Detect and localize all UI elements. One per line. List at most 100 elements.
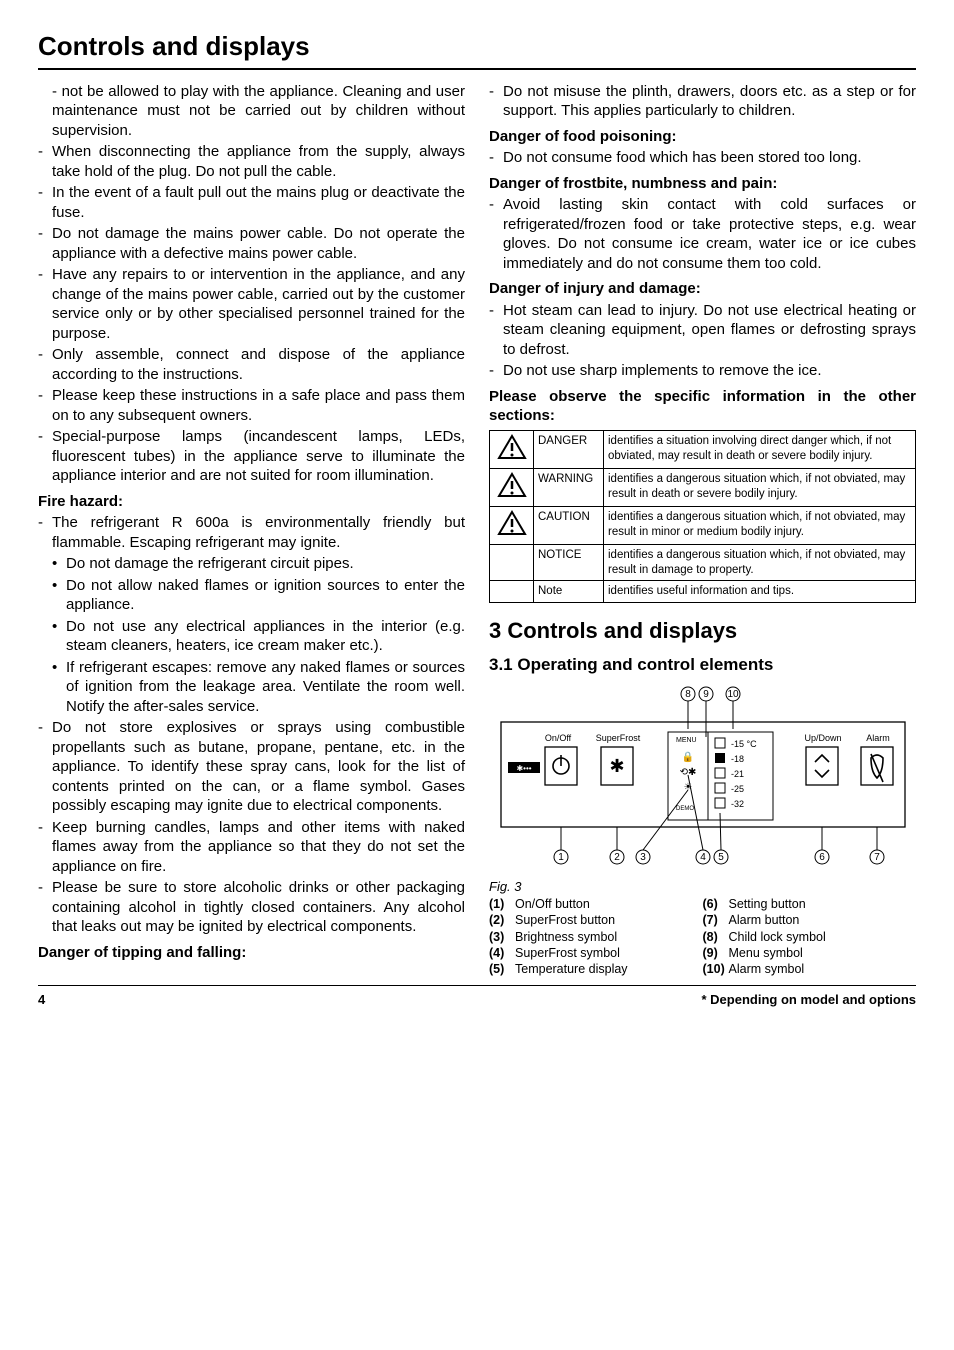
- hazard-level: WARNING: [534, 468, 604, 506]
- alarm-label: Alarm: [866, 733, 890, 743]
- temp-item: -18: [731, 754, 744, 764]
- figure-legend: (1)On/Off button (2)SuperFrost button (3…: [489, 896, 916, 977]
- callout-6: 6: [819, 852, 825, 863]
- list-item: Only assemble, connect and dispose of th…: [52, 345, 465, 384]
- control-panel-svg: 8 9 10 On/Off SuperFrost Up/Down Alarm: [493, 682, 913, 877]
- warning-triangle-icon: [490, 506, 534, 544]
- list-item: Please be sure to store alcoholic drinks…: [52, 878, 465, 937]
- legend-text: On/Off button: [515, 896, 590, 912]
- legend-text: SuperFrost button: [515, 912, 615, 928]
- callout-3: 3: [640, 852, 646, 863]
- intro-list: not be allowed to play with the applianc…: [38, 82, 465, 486]
- list-item: Hot steam can lead to injury. Do not use…: [503, 301, 916, 360]
- svg-text:🔒: 🔒: [681, 751, 693, 763]
- footer-rule: [38, 985, 916, 986]
- legend-num: (1): [489, 896, 515, 912]
- table-row: CAUTION identifies a dangerous situation…: [490, 506, 916, 544]
- page-footer: 4 * Depending on model and options: [38, 992, 916, 1009]
- demo-label: DEMO: [676, 806, 694, 812]
- figure-label: Fig. 3: [489, 879, 916, 896]
- food-list: Do not consume food which has been store…: [489, 148, 916, 168]
- list-item: Keep burning candles, lamps and other it…: [52, 818, 465, 877]
- control-panel-figure: 8 9 10 On/Off SuperFrost Up/Down Alarm: [489, 682, 916, 977]
- hazard-level: NOTICE: [534, 544, 604, 581]
- menu-title: MENU: [676, 737, 697, 744]
- list-item: Do not damage the refrigerant circuit pi…: [66, 554, 465, 574]
- legend-text: Alarm button: [729, 912, 800, 928]
- legend-text: Child lock symbol: [729, 929, 826, 945]
- injury-list: Hot steam can lead to injury. Do not use…: [489, 301, 916, 381]
- legend-num: (2): [489, 912, 515, 928]
- observe-heading: Please observe the specific information …: [489, 387, 916, 426]
- legend-text: Temperature display: [515, 961, 628, 977]
- injury-heading: Danger of injury and damage:: [489, 279, 916, 299]
- svg-text:✱•••: ✱•••: [516, 764, 531, 773]
- table-row: NOTICE identifies a dangerous situation …: [490, 544, 916, 581]
- empty-cell: [490, 544, 534, 581]
- list-item: Do not consume food which has been store…: [503, 148, 916, 168]
- list-item: Do not store explosives or sprays using …: [52, 718, 465, 816]
- temp-item: -32: [731, 799, 744, 809]
- callout-7: 7: [874, 852, 880, 863]
- legend-text: SuperFrost symbol: [515, 945, 620, 961]
- section-3-1-heading: 3.1 Operating and control elements: [489, 654, 916, 676]
- hazard-text: identifies a dangerous situation which, …: [604, 544, 916, 581]
- list-item: Do not misuse the plinth, drawers, doors…: [503, 82, 916, 121]
- fire-list: The refrigerant R 600a is environmentall…: [38, 513, 465, 552]
- callout-2: 2: [614, 852, 620, 863]
- superfrost-label: SuperFrost: [595, 733, 640, 743]
- list-item: Do not damage the mains power cable. Do …: [52, 224, 465, 263]
- food-heading: Danger of food poisoning:: [489, 127, 916, 147]
- frost-heading: Danger of frostbite, numbness and pain:: [489, 174, 916, 194]
- list-item: In the event of a fault pull out the mai…: [52, 183, 465, 222]
- hazard-level: DANGER: [534, 430, 604, 468]
- onoff-label: On/Off: [544, 733, 571, 743]
- temp-item: -21: [731, 769, 744, 779]
- svg-text:✱: ✱: [609, 756, 624, 776]
- two-column-layout: not be allowed to play with the applianc…: [38, 82, 916, 977]
- callout-1: 1: [558, 852, 564, 863]
- legend-text: Setting button: [729, 896, 806, 912]
- hazard-text: identifies a dangerous situation which, …: [604, 468, 916, 506]
- legend-num: (4): [489, 945, 515, 961]
- list-item: Please keep these instructions in a safe…: [52, 386, 465, 425]
- frost-list: Avoid lasting skin contact with cold sur…: [489, 195, 916, 273]
- hazard-text: identifies a situation involving direct …: [604, 430, 916, 468]
- hazard-level: CAUTION: [534, 506, 604, 544]
- legend-num: (5): [489, 961, 515, 977]
- fire-hazard-heading: Fire hazard:: [38, 492, 465, 512]
- page-number: 4: [38, 992, 45, 1009]
- fire-sublist: Do not damage the refrigerant circuit pi…: [38, 554, 465, 716]
- list-item: When disconnecting the appliance from th…: [52, 142, 465, 181]
- warning-triangle-icon: [490, 468, 534, 506]
- legend-num: (9): [703, 945, 729, 961]
- right-column: Do not misuse the plinth, drawers, doors…: [489, 82, 916, 977]
- legend-text: Alarm symbol: [729, 961, 805, 977]
- legend-num: (6): [703, 896, 729, 912]
- list-item: Special-purpose lamps (incandescent lamp…: [52, 427, 465, 486]
- callout-5: 5: [718, 852, 724, 863]
- warning-triangle-icon: [490, 430, 534, 468]
- top-list: Do not misuse the plinth, drawers, doors…: [489, 82, 916, 121]
- fire-cont-list: Do not store explosives or sprays using …: [38, 718, 465, 937]
- left-column: not be allowed to play with the applianc…: [38, 82, 465, 977]
- callout-8: 8: [685, 689, 691, 700]
- legend-num: (10): [703, 961, 729, 977]
- page-title: Controls and displays: [38, 30, 916, 64]
- hazard-text: identifies a dangerous situation which, …: [604, 506, 916, 544]
- hazard-table: DANGER identifies a situation involving …: [489, 430, 916, 604]
- list-item: Do not use any electrical appliances in …: [66, 617, 465, 656]
- legend-text: Menu symbol: [729, 945, 803, 961]
- callout-4: 4: [700, 852, 706, 863]
- updown-label: Up/Down: [804, 733, 841, 743]
- legend-num: (7): [703, 912, 729, 928]
- callout-9: 9: [703, 689, 709, 700]
- list-item: The refrigerant R 600a is environmentall…: [52, 513, 465, 552]
- hazard-text: identifies useful information and tips.: [604, 581, 916, 603]
- callout-10: 10: [727, 689, 739, 700]
- list-item: Do not use sharp implements to remove th…: [503, 361, 916, 381]
- table-row: Note identifies useful information and t…: [490, 581, 916, 603]
- temp-item: -15 °C: [731, 739, 757, 749]
- list-item: Do not allow naked flames or ignition so…: [66, 576, 465, 615]
- footer-note: * Depending on model and options: [702, 992, 917, 1009]
